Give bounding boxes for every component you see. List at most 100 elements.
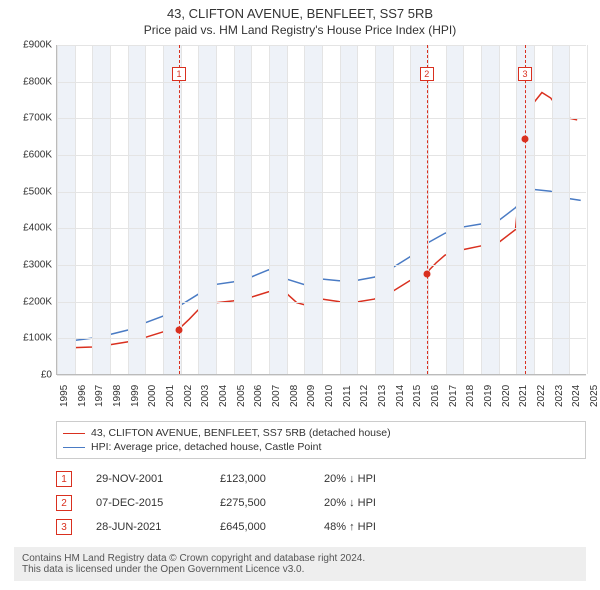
- sale-dot: [176, 326, 183, 333]
- x-tick-label: 2019: [483, 385, 494, 407]
- marker-box-3: 3: [518, 67, 532, 81]
- grid-v: [375, 45, 376, 374]
- y-tick-label: £800K: [14, 76, 52, 87]
- footer-line2: This data is licensed under the Open Gov…: [22, 564, 578, 575]
- grid-v: [110, 45, 111, 374]
- grid-v: [304, 45, 305, 374]
- x-tick-label: 2009: [306, 385, 317, 407]
- grid-v: [269, 45, 270, 374]
- x-tick-label: 2004: [218, 385, 229, 407]
- x-tick-label: 2024: [571, 385, 582, 407]
- x-tick-label: 1997: [94, 385, 105, 407]
- x-tick-label: 2022: [536, 385, 547, 407]
- chart-subtitle: Price paid vs. HM Land Registry's House …: [0, 23, 600, 37]
- grid-v: [216, 45, 217, 374]
- x-tick-label: 2025: [589, 385, 600, 407]
- plot-area: 1 2 3: [56, 45, 586, 375]
- x-tick-label: 2006: [253, 385, 264, 407]
- grid-v: [287, 45, 288, 374]
- x-tick-label: 2007: [271, 385, 282, 407]
- legend-row: 43, CLIFTON AVENUE, BENFLEET, SS7 5RB (d…: [63, 426, 579, 440]
- grid-v: [57, 45, 58, 374]
- grid-v: [569, 45, 570, 374]
- chart-title: 43, CLIFTON AVENUE, BENFLEET, SS7 5RB: [0, 6, 600, 21]
- marker-line: [179, 45, 180, 374]
- marker-date: 29-NOV-2001: [96, 473, 196, 485]
- marker-price: £123,000: [220, 473, 300, 485]
- x-tick-label: 2005: [236, 385, 247, 407]
- marker-date: 28-JUN-2021: [96, 521, 196, 533]
- x-tick-label: 2003: [200, 385, 211, 407]
- grid-v: [163, 45, 164, 374]
- grid-v: [322, 45, 323, 374]
- x-tick-label: 2023: [554, 385, 565, 407]
- x-tick-label: 2016: [430, 385, 441, 407]
- x-tick-label: 2013: [377, 385, 388, 407]
- grid-v: [410, 45, 411, 374]
- grid-v: [181, 45, 182, 374]
- marker-line: [525, 45, 526, 374]
- legend: 43, CLIFTON AVENUE, BENFLEET, SS7 5RB (d…: [56, 421, 586, 459]
- marker-price: £275,500: [220, 497, 300, 509]
- x-tick-label: 2012: [359, 385, 370, 407]
- grid-v: [481, 45, 482, 374]
- grid-v: [428, 45, 429, 374]
- chart-header: 43, CLIFTON AVENUE, BENFLEET, SS7 5RB Pr…: [0, 0, 600, 41]
- x-tick-label: 2015: [412, 385, 423, 407]
- grid-v: [446, 45, 447, 374]
- marker-delta: 20% ↓ HPI: [324, 497, 376, 509]
- grid-v: [516, 45, 517, 374]
- marker-number: 3: [56, 519, 72, 535]
- marker-row: 129-NOV-2001£123,00020% ↓ HPI: [56, 467, 586, 491]
- x-tick-label: 2020: [501, 385, 512, 407]
- marker-line: [427, 45, 428, 374]
- grid-v: [552, 45, 553, 374]
- grid-v: [499, 45, 500, 374]
- x-tick-label: 2000: [147, 385, 158, 407]
- marker-row: 328-JUN-2021£645,00048% ↑ HPI: [56, 515, 586, 539]
- y-tick-label: £600K: [14, 150, 52, 161]
- x-tick-label: 2018: [465, 385, 476, 407]
- legend-row: HPI: Average price, detached house, Cast…: [63, 440, 579, 454]
- sale-dot: [521, 135, 528, 142]
- grid-h: [57, 338, 586, 339]
- grid-v: [357, 45, 358, 374]
- x-tick-label: 2008: [289, 385, 300, 407]
- grid-h: [57, 82, 586, 83]
- grid-h: [57, 265, 586, 266]
- legend-swatch: [63, 433, 85, 434]
- legend-swatch: [63, 447, 85, 448]
- y-tick-label: £100K: [14, 333, 52, 344]
- grid-v: [340, 45, 341, 374]
- marker-date: 07-DEC-2015: [96, 497, 196, 509]
- x-tick-label: 1999: [130, 385, 141, 407]
- grid-v: [128, 45, 129, 374]
- y-axis: £0£100K£200K£300K£400K£500K£600K£700K£80…: [14, 45, 54, 375]
- markers-table: 129-NOV-2001£123,00020% ↓ HPI207-DEC-201…: [56, 467, 586, 539]
- y-tick-label: £900K: [14, 40, 52, 51]
- x-tick-label: 2010: [324, 385, 335, 407]
- marker-box-2: 2: [420, 67, 434, 81]
- grid-h: [57, 45, 586, 46]
- grid-v: [75, 45, 76, 374]
- x-tick-label: 2014: [395, 385, 406, 407]
- grid-v: [198, 45, 199, 374]
- grid-v: [587, 45, 588, 374]
- marker-number: 1: [56, 471, 72, 487]
- x-tick-label: 2021: [518, 385, 529, 407]
- footer-line1: Contains HM Land Registry data © Crown c…: [22, 553, 578, 564]
- grid-v: [393, 45, 394, 374]
- y-tick-label: £300K: [14, 260, 52, 271]
- legend-label: HPI: Average price, detached house, Cast…: [91, 441, 321, 453]
- grid-v: [534, 45, 535, 374]
- marker-box-1: 1: [172, 67, 186, 81]
- x-tick-label: 1995: [59, 385, 70, 407]
- y-tick-label: £500K: [14, 186, 52, 197]
- grid-v: [145, 45, 146, 374]
- marker-delta: 48% ↑ HPI: [324, 521, 376, 533]
- x-tick-label: 2002: [183, 385, 194, 407]
- grid-v: [234, 45, 235, 374]
- grid-h: [57, 302, 586, 303]
- y-tick-label: £700K: [14, 113, 52, 124]
- grid-v: [251, 45, 252, 374]
